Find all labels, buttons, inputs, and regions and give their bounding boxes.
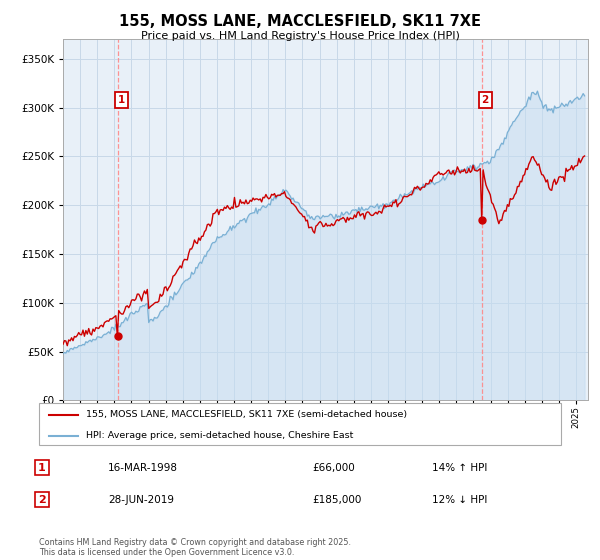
Text: Price paid vs. HM Land Registry's House Price Index (HPI): Price paid vs. HM Land Registry's House … — [140, 31, 460, 41]
Text: 1: 1 — [118, 95, 125, 105]
Text: 1: 1 — [38, 463, 46, 473]
Text: 14% ↑ HPI: 14% ↑ HPI — [432, 463, 487, 473]
Text: 28-JUN-2019: 28-JUN-2019 — [108, 494, 174, 505]
Text: £185,000: £185,000 — [312, 494, 361, 505]
Text: 155, MOSS LANE, MACCLESFIELD, SK11 7XE: 155, MOSS LANE, MACCLESFIELD, SK11 7XE — [119, 14, 481, 29]
Text: 2: 2 — [482, 95, 489, 105]
Text: 155, MOSS LANE, MACCLESFIELD, SK11 7XE (semi-detached house): 155, MOSS LANE, MACCLESFIELD, SK11 7XE (… — [86, 410, 407, 419]
Text: 2: 2 — [38, 494, 46, 505]
Text: 12% ↓ HPI: 12% ↓ HPI — [432, 494, 487, 505]
Text: Contains HM Land Registry data © Crown copyright and database right 2025.
This d: Contains HM Land Registry data © Crown c… — [39, 538, 351, 557]
FancyBboxPatch shape — [39, 403, 561, 445]
Text: 16-MAR-1998: 16-MAR-1998 — [108, 463, 178, 473]
Text: HPI: Average price, semi-detached house, Cheshire East: HPI: Average price, semi-detached house,… — [86, 431, 353, 441]
Text: £66,000: £66,000 — [312, 463, 355, 473]
